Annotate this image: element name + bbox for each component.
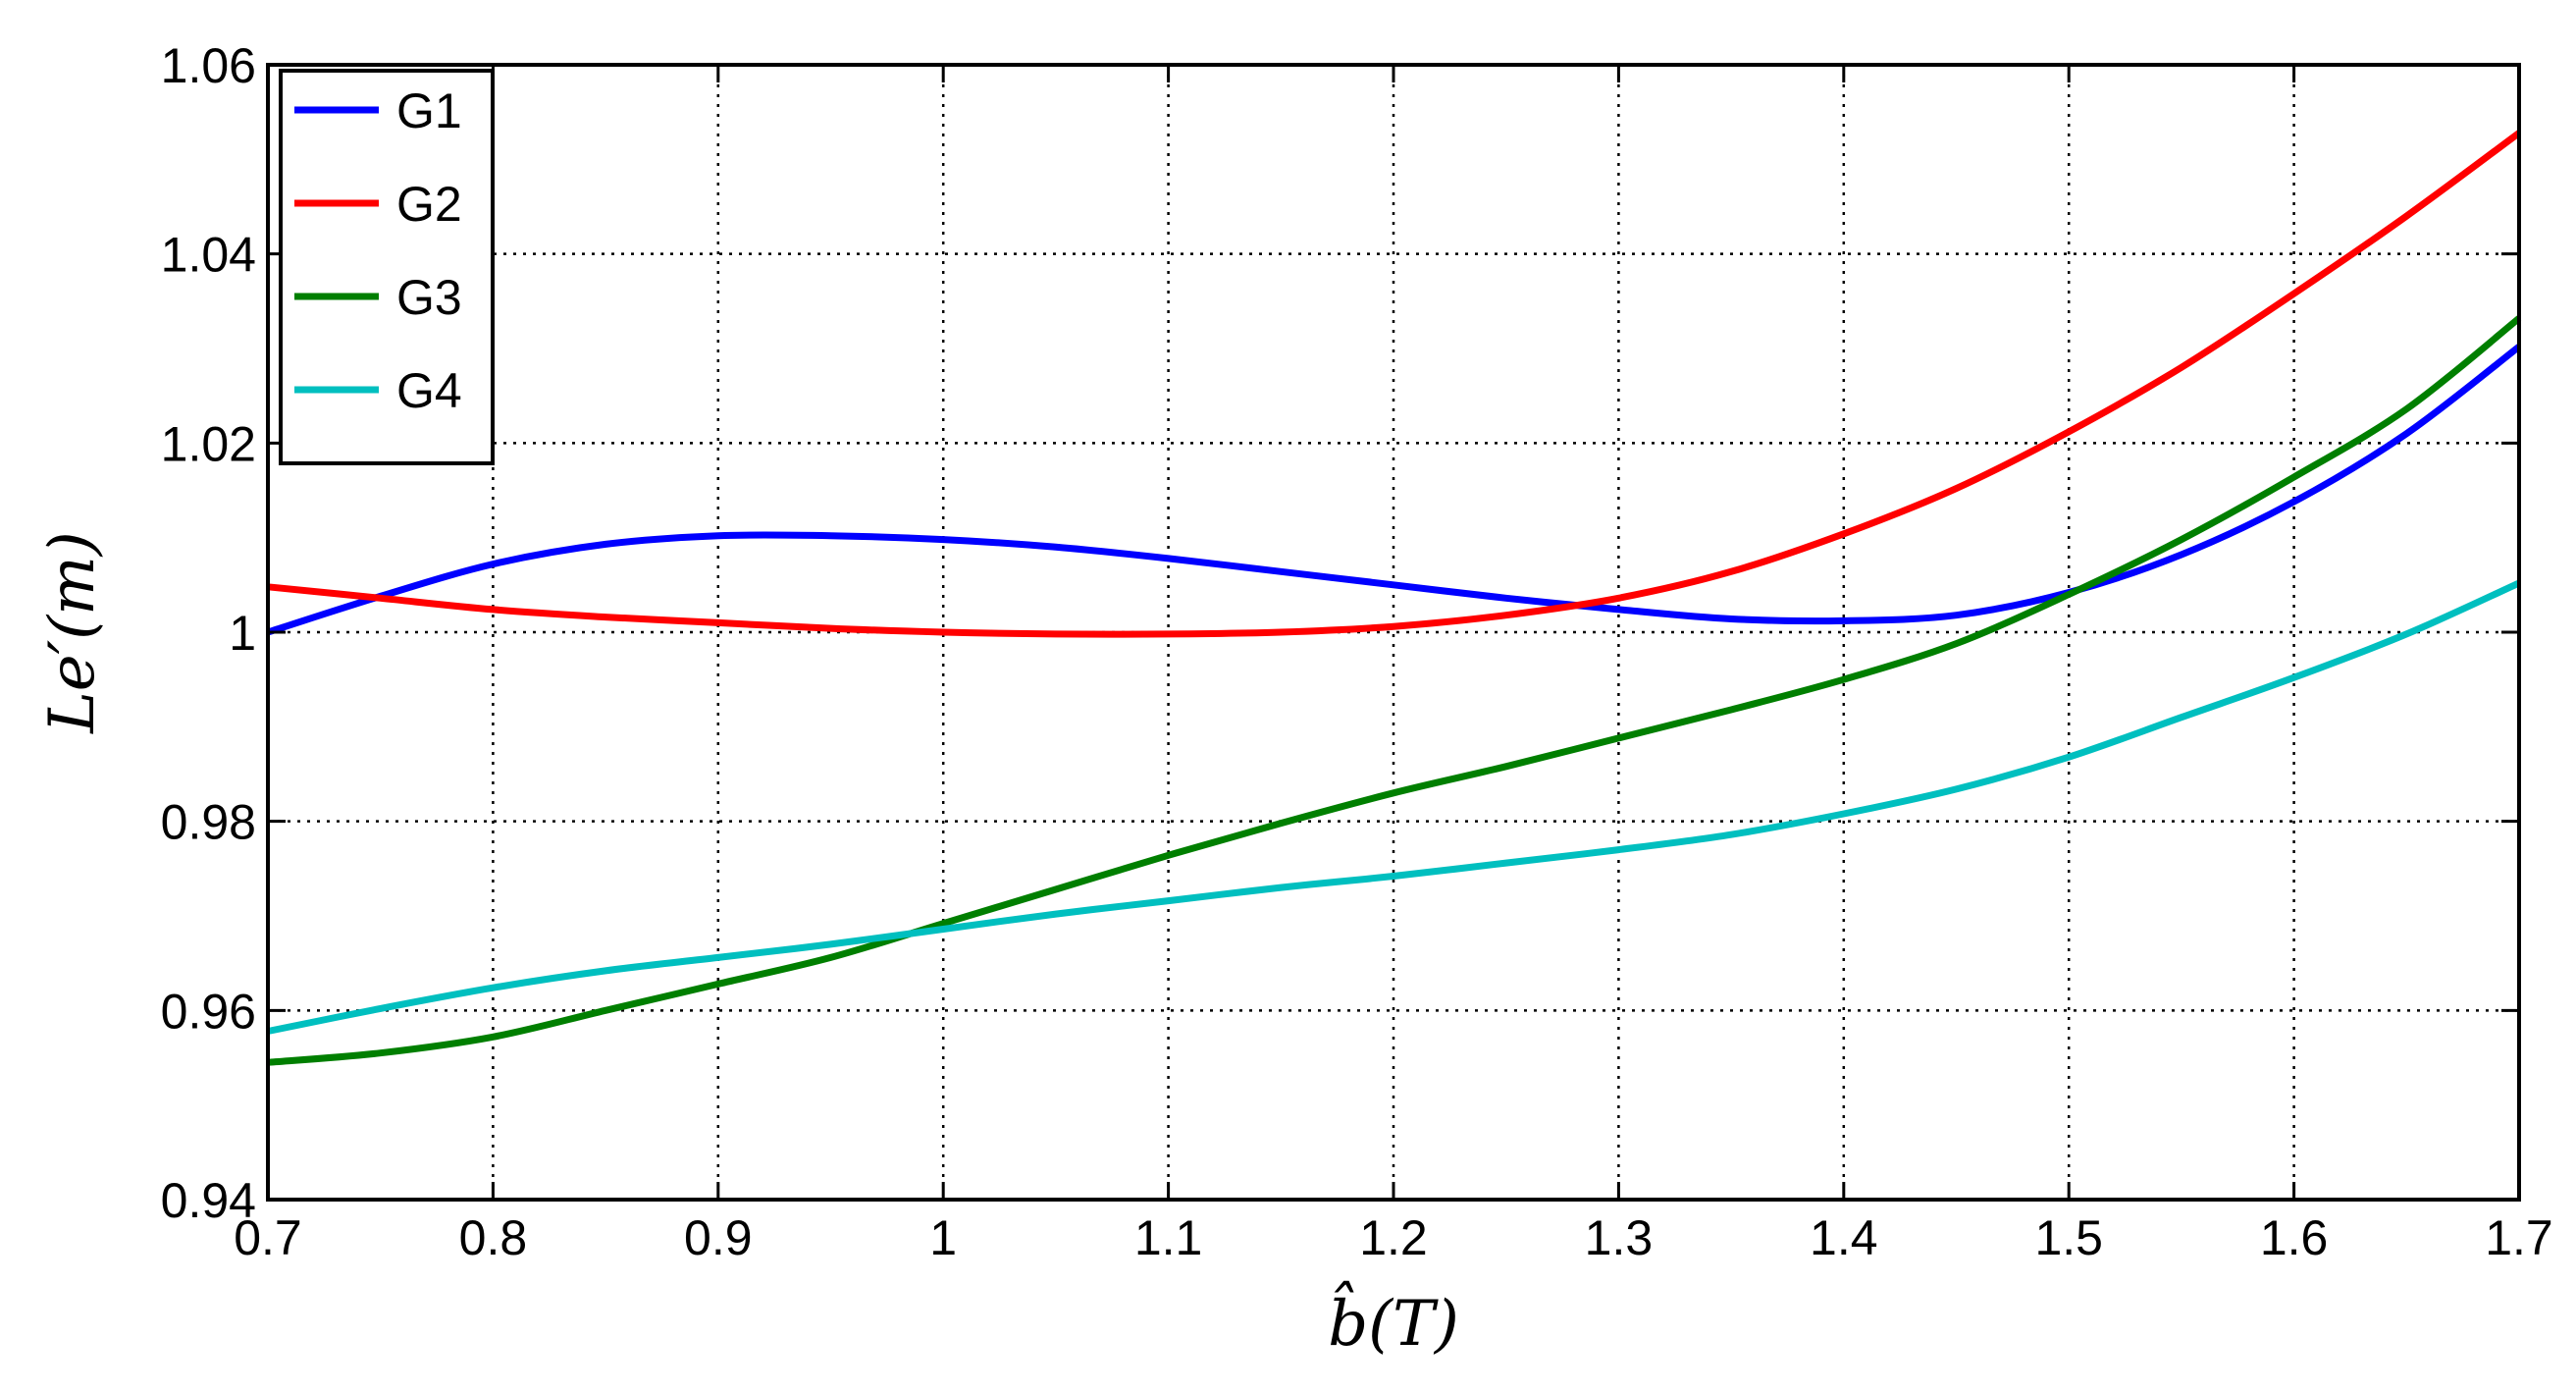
y-tick-labels: 0.94 0.96 0.98 1 1.02 1.04 1.06 <box>161 38 256 1228</box>
x-tick-label: 1.6 <box>2260 1210 2329 1265</box>
x-tick-label: 0.8 <box>459 1210 528 1265</box>
x-tick-label: 0.7 <box>234 1210 302 1265</box>
x-tick-label: 1.4 <box>1810 1210 1878 1265</box>
y-tick-label: 0.98 <box>161 795 256 850</box>
legend-label-g2: G2 <box>396 177 462 232</box>
x-tick-label: 1.2 <box>1359 1210 1428 1265</box>
legend-label-g1: G1 <box>396 83 462 138</box>
x-tick-label: 0.9 <box>684 1210 753 1265</box>
series-line-g4 <box>267 579 2521 1035</box>
y-tick-label: 0.96 <box>161 984 256 1039</box>
y-tick-label: 1 <box>229 606 256 661</box>
x-tick-label: 1.1 <box>1134 1210 1203 1265</box>
y-tick-label: 1.06 <box>161 38 256 93</box>
legend: G1 G2 G3 G4 <box>279 69 495 465</box>
series-line-g2 <box>267 130 2522 638</box>
series-line-g3 <box>267 315 2522 1066</box>
y-tick-label: 1.04 <box>161 228 256 283</box>
legend-box <box>279 69 495 465</box>
x-tick-labels: 0.7 0.8 0.9 1 1.1 1.2 1.3 1.4 1.5 1.6 1.7 <box>234 1210 2553 1265</box>
x-tick-label: 1.5 <box>2034 1210 2103 1265</box>
legend-label-g4: G4 <box>396 363 462 418</box>
axis-ticks <box>266 63 2521 1202</box>
y-tick-label: 0.94 <box>161 1173 256 1228</box>
x-tick-label: 1 <box>929 1210 957 1265</box>
y-axis-label: Le′(m) <box>36 531 109 734</box>
x-axis-label: b̂(T) <box>1328 1281 1459 1361</box>
y-tick-label: 1.02 <box>161 416 256 471</box>
x-tick-label: 1.3 <box>1585 1210 1654 1265</box>
series-line-g1 <box>266 344 2522 636</box>
series-lines <box>266 130 2522 1066</box>
legend-label-g3: G3 <box>396 270 462 325</box>
x-tick-label: 1.7 <box>2485 1210 2553 1265</box>
